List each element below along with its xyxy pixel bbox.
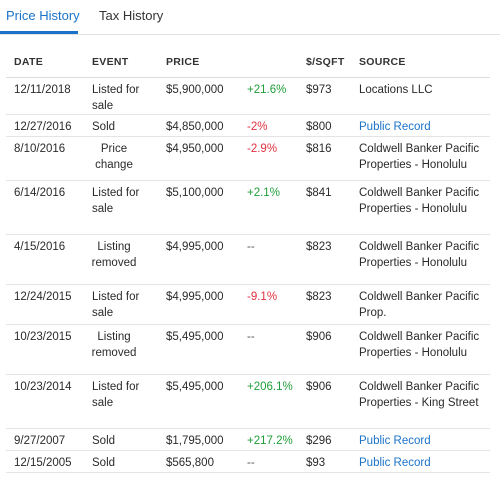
row-price-change: -2.9% (247, 143, 278, 155)
column-header-event: EVENT (92, 56, 129, 68)
row-date: 12/15/2005 (14, 457, 72, 469)
row-price-change: -- (247, 241, 255, 253)
row-price: $4,950,000 (166, 143, 224, 155)
price-history-table: DATE EVENT PRICE $/SQFT SOURCE 12/11/201… (6, 50, 490, 473)
row-source: Coldwell Banker Pacific Properties - Hon… (359, 143, 480, 171)
source-link[interactable]: Public Record (359, 435, 431, 447)
column-header-price: PRICE (166, 56, 200, 68)
table-row: 12/24/2015 Listed for sale $4,995,000 -9.1%… (6, 285, 490, 325)
row-price-change: -- (247, 331, 255, 343)
row-date: 6/14/2016 (14, 187, 66, 199)
row-event: Listed for sale (92, 84, 140, 112)
row-price: $4,995,000 (166, 291, 224, 303)
row-source: Coldwell Banker Pacific Properties - Hon… (359, 331, 480, 359)
row-price-per-sqft: $93 (306, 457, 326, 469)
row-source: Coldwell Banker Pacific Prop. (359, 291, 480, 319)
row-price-per-sqft: $906 (306, 381, 332, 393)
tab-tax-history[interactable]: Tax History (99, 8, 164, 23)
active-tab-indicator (0, 31, 78, 34)
table-row: 10/23/2014 Listed for sale $5,495,000 +206.… (6, 375, 490, 429)
table-body: 12/11/2018 Listed for sale $5,900,000 +21.6… (6, 78, 490, 473)
row-event: Listed for sale (92, 381, 140, 409)
row-date: 12/24/2015 (14, 291, 72, 303)
tab-price-history[interactable]: Price History (6, 8, 80, 23)
row-date: 10/23/2014 (14, 381, 72, 393)
table-row: 4/15/2016 Listing removed $4,995,000 -- $823… (6, 235, 490, 285)
row-price-change: -9.1% (247, 291, 278, 303)
row-price-per-sqft: $973 (306, 84, 332, 96)
row-price-per-sqft: $800 (306, 121, 332, 133)
row-price-per-sqft: $823 (306, 241, 332, 253)
row-price-change: -2% (247, 121, 268, 133)
row-price-change: +217.2% (247, 435, 293, 447)
source-link[interactable]: Public Record (359, 457, 431, 469)
row-event: Listed for sale (92, 187, 140, 215)
row-price-change: -- (247, 457, 255, 469)
row-price: $5,100,000 (166, 187, 224, 199)
row-date: 10/23/2015 (14, 331, 72, 343)
row-date: 12/11/2018 (14, 84, 71, 96)
row-event: Price change (95, 143, 133, 171)
row-source: Coldwell Banker Pacific Properties - Hon… (359, 241, 480, 269)
row-source: Coldwell Banker Pacific Properties - Kin… (359, 381, 480, 409)
row-event: Sold (92, 435, 116, 447)
row-price-per-sqft: $296 (306, 435, 332, 447)
table-row: 12/11/2018 Listed for sale $5,900,000 +21.6… (6, 78, 490, 115)
row-event: Listed for sale (92, 291, 140, 319)
row-price: $5,900,000 (166, 84, 224, 96)
row-price-change: +206.1% (247, 381, 293, 393)
source-link[interactable]: Public Record (359, 121, 431, 133)
row-price-per-sqft: $823 (306, 291, 332, 303)
table-row: 12/27/2016 Sold $4,850,000 -2% $800 Public Re… (6, 115, 490, 137)
column-header-source: SOURCE (359, 56, 406, 68)
table-row: 12/15/2005 Sold $565,800 -- $93 Public Record (6, 451, 490, 473)
row-price: $5,495,000 (166, 381, 224, 393)
column-header-date: DATE (14, 56, 44, 68)
history-tabs: Price History Tax History (0, 0, 500, 35)
row-date: 9/27/2007 (14, 435, 66, 447)
row-event: Sold (92, 121, 116, 133)
row-source: Locations LLC (359, 84, 433, 96)
row-price: $1,795,000 (166, 435, 224, 447)
row-event: Listing removed (91, 331, 137, 359)
row-price-change: +21.6% (247, 84, 287, 96)
row-price-per-sqft: $906 (306, 331, 332, 343)
row-price-change: +2.1% (247, 187, 280, 199)
table-row: 8/10/2016 Price change $4,950,000 -2.9% $816… (6, 137, 490, 181)
row-event: Listing removed (91, 241, 137, 269)
row-source: Coldwell Banker Pacific Properties - Hon… (359, 187, 480, 215)
row-price: $5,495,000 (166, 331, 224, 343)
row-event: Sold (92, 457, 116, 469)
table-row: 6/14/2016 Listed for sale $5,100,000 +2.1% $… (6, 181, 490, 235)
row-date: 4/15/2016 (14, 241, 66, 253)
table-header: DATE EVENT PRICE $/SQFT SOURCE (6, 50, 490, 78)
row-price-per-sqft: $841 (306, 187, 332, 199)
table-row: 10/23/2015 Listing removed $5,495,000 -- $90… (6, 325, 490, 375)
table-row: 9/27/2007 Sold $1,795,000 +217.2% $296 Public… (6, 429, 490, 451)
row-date: 8/10/2016 (14, 143, 66, 155)
row-price-per-sqft: $816 (306, 143, 332, 155)
row-date: 12/27/2016 (14, 121, 72, 133)
row-price: $565,800 (166, 457, 214, 469)
row-price: $4,850,000 (166, 121, 224, 133)
row-price: $4,995,000 (166, 241, 224, 253)
column-header-sqft: $/SQFT (306, 56, 345, 68)
